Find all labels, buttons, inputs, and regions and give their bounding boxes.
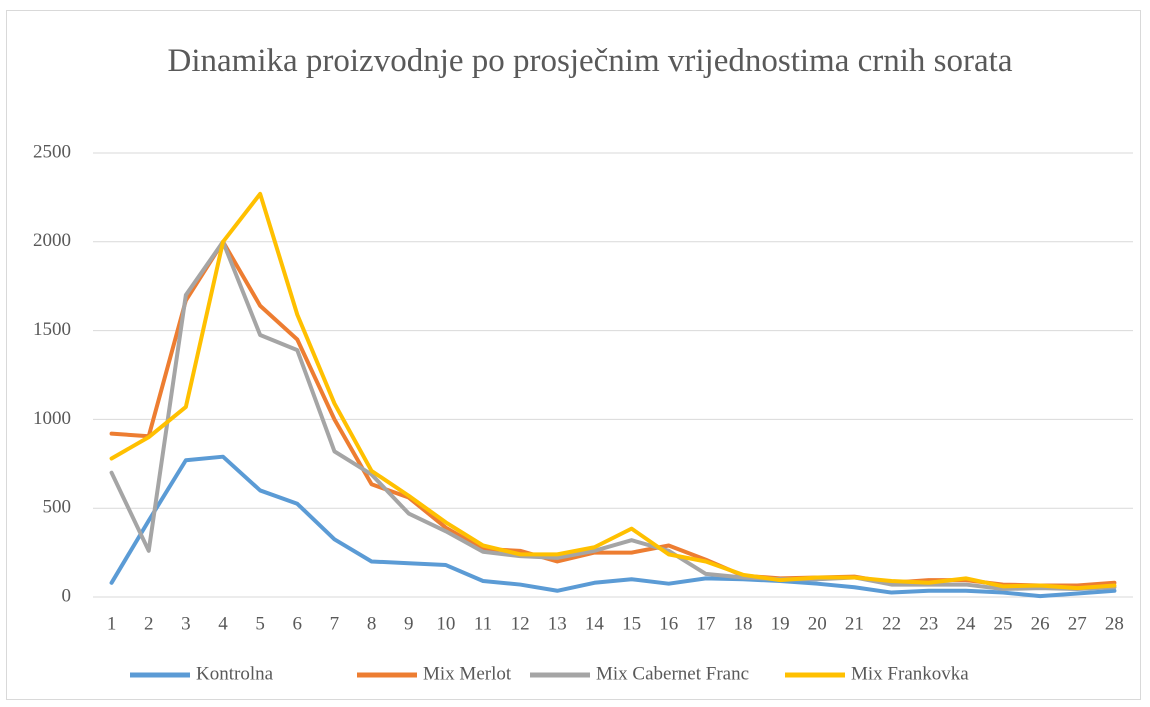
x-tick-label: 18 — [734, 613, 753, 634]
x-tick-label: 28 — [1105, 613, 1124, 634]
x-tick-label: 22 — [882, 613, 901, 634]
x-tick-label: 8 — [367, 613, 377, 634]
x-tick-label: 20 — [808, 613, 827, 634]
y-tick-label: 0 — [62, 585, 72, 606]
x-tick-label: 15 — [622, 613, 641, 634]
series-line — [109, 239, 1117, 592]
x-tick-label: 2 — [144, 613, 154, 634]
x-tick-label: 4 — [218, 613, 228, 634]
x-tick-label: 13 — [548, 613, 567, 634]
legend-label: Mix Merlot — [423, 663, 512, 684]
y-tick-label: 1000 — [33, 408, 71, 429]
x-tick-label: 23 — [919, 613, 938, 634]
x-tick-label: 21 — [845, 613, 864, 634]
y-tick-label: 500 — [43, 497, 72, 518]
x-tick-label: 10 — [436, 613, 455, 634]
x-tick-label: 12 — [511, 613, 530, 634]
chart-frame — [6, 10, 1141, 700]
x-tick-label: 1 — [107, 613, 117, 634]
x-tick-label: 16 — [659, 613, 678, 634]
x-tick-label: 17 — [696, 613, 715, 634]
x-tick-label: 9 — [404, 613, 414, 634]
chart-title: Dinamika proizvodnje po prosječnim vrije… — [167, 43, 1013, 79]
x-tick-label: 14 — [585, 613, 605, 634]
x-tick-label: 27 — [1068, 613, 1087, 634]
y-tick-label: 1500 — [33, 319, 71, 340]
x-tick-label: 25 — [994, 613, 1013, 634]
series-line — [109, 239, 1117, 588]
x-tick-label: 6 — [293, 613, 303, 634]
series-line — [109, 191, 1117, 591]
x-tick-label: 5 — [255, 613, 265, 634]
x-tick-label: 24 — [956, 613, 976, 634]
x-tick-label: 7 — [330, 613, 340, 634]
series-line — [109, 454, 1117, 599]
legend-label: Mix Cabernet Franc — [596, 663, 749, 684]
y-tick-label: 2500 — [33, 141, 71, 162]
x-tick-label: 11 — [474, 613, 492, 634]
legend-label: Mix Frankovka — [851, 663, 969, 684]
x-tick-label: 19 — [771, 613, 790, 634]
x-tick-label: 26 — [1031, 613, 1050, 634]
x-tick-label: 3 — [181, 613, 191, 634]
y-tick-label: 2000 — [33, 230, 71, 251]
legend-label: Kontrolna — [196, 663, 274, 684]
